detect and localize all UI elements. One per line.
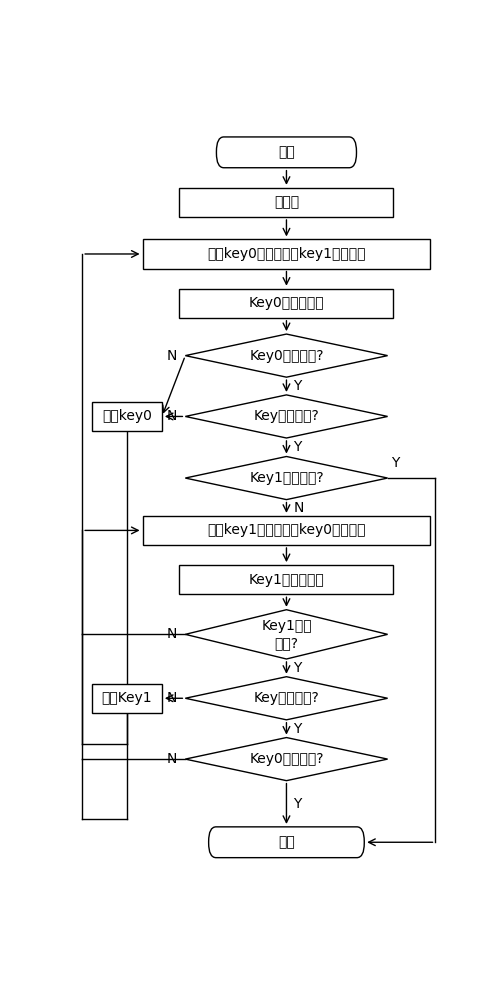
Text: Y: Y (293, 440, 301, 454)
Text: Key0硬判决计算: Key0硬判决计算 (248, 296, 324, 310)
Text: Y: Y (293, 797, 301, 811)
FancyBboxPatch shape (216, 137, 356, 168)
Text: Key1译码
结束?: Key1译码 结束? (261, 619, 311, 650)
Bar (92, 684, 162, 713)
Bar (142, 239, 429, 269)
Polygon shape (185, 738, 387, 781)
Text: N: N (166, 349, 176, 363)
Text: N: N (293, 501, 303, 515)
Text: Y: Y (293, 379, 301, 393)
Text: N: N (166, 691, 176, 705)
Text: Key缓冲区空?: Key缓冲区空? (253, 409, 319, 423)
Text: 载入key0: 载入key0 (102, 409, 152, 423)
Bar (179, 565, 393, 594)
Text: Key缓冲区空?: Key缓冲区空? (253, 691, 319, 705)
Text: N: N (166, 752, 176, 766)
Bar (92, 402, 162, 431)
Polygon shape (185, 395, 387, 438)
Text: Key0译码结束?: Key0译码结束? (248, 752, 323, 766)
Text: 计算key1校验节点和key0变量节点: 计算key1校验节点和key0变量节点 (207, 523, 365, 537)
Text: Key1译码结束?: Key1译码结束? (248, 471, 323, 485)
Text: 开始: 开始 (278, 145, 294, 159)
Text: 载入Key1: 载入Key1 (101, 691, 152, 705)
Polygon shape (185, 334, 387, 377)
Polygon shape (185, 610, 387, 659)
Text: Y: Y (390, 456, 398, 470)
Bar (179, 289, 393, 318)
FancyBboxPatch shape (208, 827, 364, 858)
Bar (179, 188, 393, 217)
Text: Key0译码结束?: Key0译码结束? (248, 349, 323, 363)
Text: 结束: 结束 (278, 835, 294, 849)
Text: 初始化: 初始化 (274, 195, 299, 209)
Text: Y: Y (293, 661, 301, 675)
Polygon shape (185, 677, 387, 720)
Text: Y: Y (293, 722, 301, 736)
Text: Key1硬判决计算: Key1硬判决计算 (248, 573, 324, 587)
Polygon shape (185, 456, 387, 500)
Text: N: N (166, 627, 176, 641)
Text: N: N (166, 409, 176, 423)
Text: 计算key0校验节点和key1变量节点: 计算key0校验节点和key1变量节点 (207, 247, 365, 261)
Bar (142, 516, 429, 545)
